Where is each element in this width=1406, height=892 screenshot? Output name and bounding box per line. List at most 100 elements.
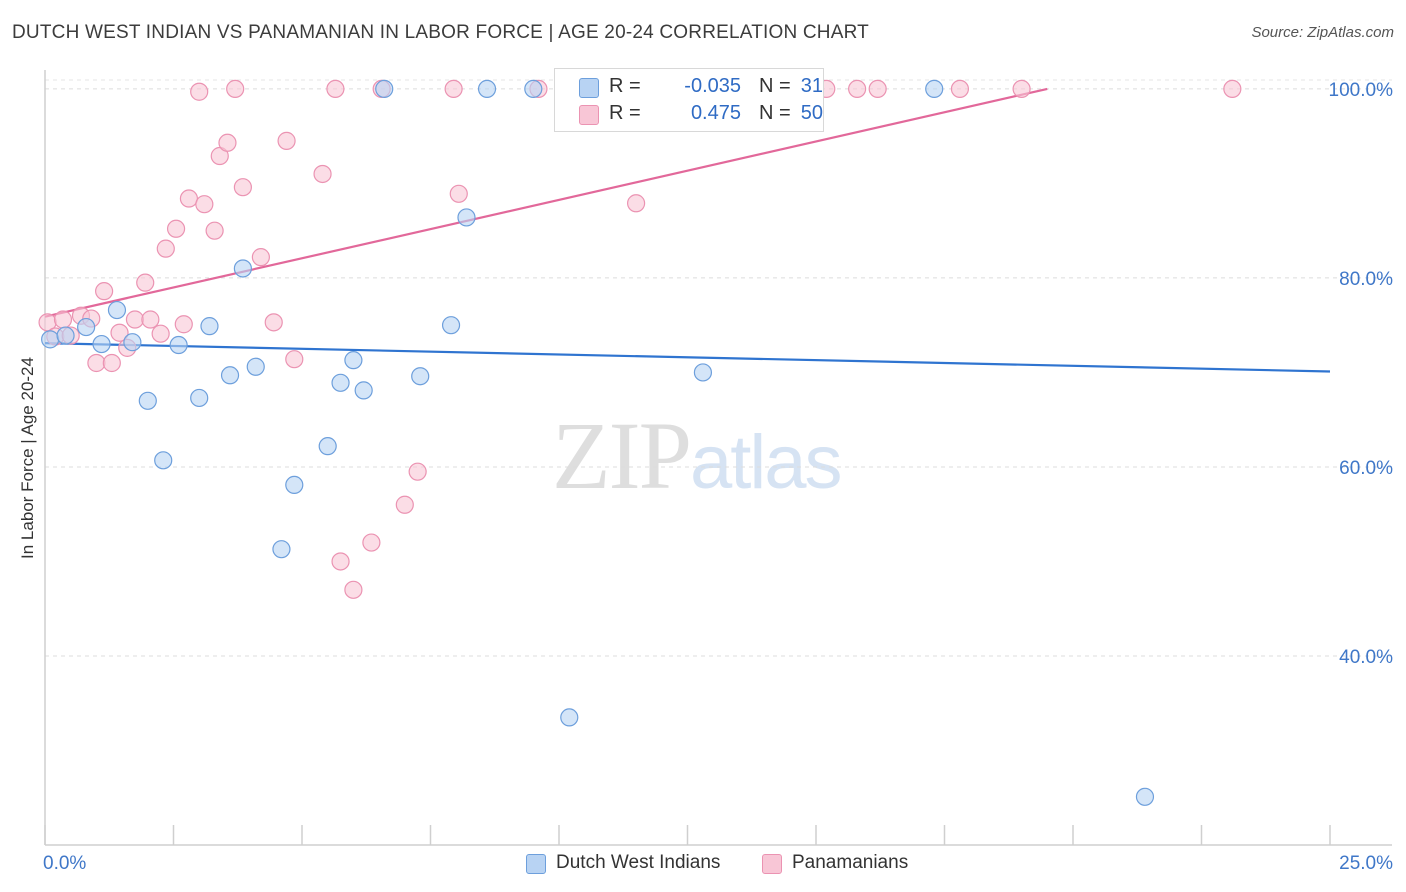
point-panamanians-9	[110, 323, 129, 342]
point-panamanians-28	[277, 131, 296, 150]
point-panamanians-17	[174, 315, 193, 334]
point-panamanians-34	[362, 533, 381, 552]
point-dutch-west-indians-10	[200, 317, 219, 336]
point-panamanians-21	[205, 221, 224, 240]
point-dutch-west-indians-0	[41, 330, 60, 349]
legend-swatch-dutch-west-indians	[526, 854, 546, 874]
point-dutch-west-indians-15	[285, 475, 304, 495]
legend-swatch-panamanians	[762, 854, 782, 874]
point-panamanians-16	[166, 219, 186, 238]
point-panamanians-2	[53, 310, 73, 329]
legend-label-dutch-west-indians: Dutch West Indians	[556, 852, 721, 873]
point-dutch-west-indians-8	[169, 335, 188, 355]
swatch-dutch-west-indians	[579, 78, 599, 98]
series-legend: Dutch West Indians Panamanians	[0, 852, 1406, 878]
point-dutch-west-indians-18	[344, 351, 363, 370]
watermark-atlas: atlas	[690, 420, 843, 505]
legend-label-panamanians: Panamanians	[792, 852, 909, 873]
point-dutch-west-indians-12	[233, 259, 252, 278]
watermark-zip: ZIP	[552, 402, 692, 509]
point-panamanians-32	[331, 552, 350, 571]
point-panamanians-31	[326, 79, 345, 99]
point-panamanians-36	[395, 495, 414, 514]
point-panamanians-33	[344, 580, 363, 599]
point-panamanians-18	[179, 189, 199, 208]
point-panamanians-27	[264, 313, 283, 332]
point-dutch-west-indians-22	[441, 316, 461, 335]
point-dutch-west-indians-1	[56, 326, 75, 345]
point-panamanians-19	[190, 82, 209, 101]
y-tick-label-40: 40.0%	[1339, 647, 1393, 668]
point-panamanians-41	[626, 194, 646, 213]
n-value-dutch-west-indians: 31	[800, 75, 823, 97]
trend-line-panamanians	[44, 87, 1048, 318]
n-value-panamanians: 50	[800, 102, 823, 124]
point-panamanians-23	[218, 133, 237, 152]
point-panamanians-6	[87, 353, 106, 373]
point-panamanians-37	[408, 462, 427, 481]
point-dutch-west-indians-14	[272, 540, 291, 559]
point-dutch-west-indians-23	[457, 208, 476, 227]
point-dutch-west-indians-26	[560, 708, 579, 727]
trend-line-dutch-west-indians	[44, 342, 1331, 373]
source-credit: Source: ZipAtlas.com	[1251, 24, 1394, 41]
point-panamanians-13	[141, 310, 160, 329]
point-panamanians-46	[868, 79, 887, 99]
x-tick-label-max: 25.0%	[1339, 853, 1393, 874]
chart-title: DUTCH WEST INDIAN VS PANAMANIAN IN LABOR…	[12, 22, 869, 43]
data-points	[38, 79, 1242, 806]
point-dutch-west-indians-27	[693, 363, 713, 382]
r-label: R =	[609, 102, 641, 124]
trend-lines	[44, 87, 1331, 373]
point-panamanians-49	[1223, 79, 1242, 99]
point-panamanians-15	[156, 239, 175, 258]
x-tick-label-min: 0.0%	[43, 853, 86, 874]
point-panamanians-38	[444, 79, 463, 99]
point-panamanians-24	[226, 79, 245, 99]
tick-labels: 40.0% 60.0% 80.0% 100.0% 0.0% 25.0%	[43, 80, 1393, 874]
point-panamanians-39	[449, 184, 468, 203]
point-dutch-west-indians-7	[154, 451, 173, 470]
point-dutch-west-indians-11	[220, 366, 240, 385]
point-panamanians-47	[950, 79, 970, 99]
point-dutch-west-indians-20	[375, 79, 394, 99]
r-value-dutch-west-indians: -0.035	[684, 75, 741, 97]
swatch-panamanians	[579, 105, 599, 125]
point-dutch-west-indians-9	[190, 388, 209, 408]
point-dutch-west-indians-6	[138, 391, 157, 410]
point-dutch-west-indians-2	[77, 317, 96, 337]
point-dutch-west-indians-4	[107, 300, 127, 320]
point-panamanians-7	[95, 282, 114, 301]
stats-legend: R = -0.035 N = 31 R = 0.475 N = 50	[554, 68, 824, 132]
point-dutch-west-indians-13	[246, 357, 265, 376]
point-panamanians-8	[102, 353, 121, 373]
r-label: R =	[609, 75, 641, 97]
point-dutch-west-indians-3	[92, 334, 111, 354]
point-panamanians-12	[136, 273, 155, 292]
point-panamanians-48	[1012, 79, 1031, 99]
point-dutch-west-indians-21	[411, 367, 430, 386]
point-dutch-west-indians-29	[925, 79, 944, 99]
point-panamanians-11	[125, 310, 145, 329]
y-tick-label-60: 60.0%	[1339, 458, 1393, 479]
point-panamanians-26	[251, 248, 270, 267]
point-dutch-west-indians-19	[354, 381, 373, 400]
point-dutch-west-indians-16	[318, 437, 337, 456]
n-label: N =	[759, 102, 791, 124]
point-dutch-west-indians-17	[331, 373, 350, 392]
point-dutch-west-indians-24	[477, 79, 497, 99]
point-panamanians-29	[285, 350, 304, 369]
point-panamanians-25	[233, 178, 252, 197]
r-value-panamanians: 0.475	[690, 102, 741, 124]
y-axis-label: In Labor Force | Age 20-24	[18, 357, 37, 559]
y-tick-label-80: 80.0%	[1339, 269, 1393, 290]
y-tick-label-100: 100.0%	[1329, 80, 1394, 101]
point-dutch-west-indians-30	[1135, 787, 1155, 806]
point-dutch-west-indians-25	[524, 79, 543, 99]
point-panamanians-14	[151, 324, 170, 343]
point-panamanians-45	[848, 79, 867, 99]
point-dutch-west-indians-5	[123, 333, 142, 352]
n-label: N =	[759, 75, 791, 97]
point-panamanians-20	[195, 195, 214, 214]
